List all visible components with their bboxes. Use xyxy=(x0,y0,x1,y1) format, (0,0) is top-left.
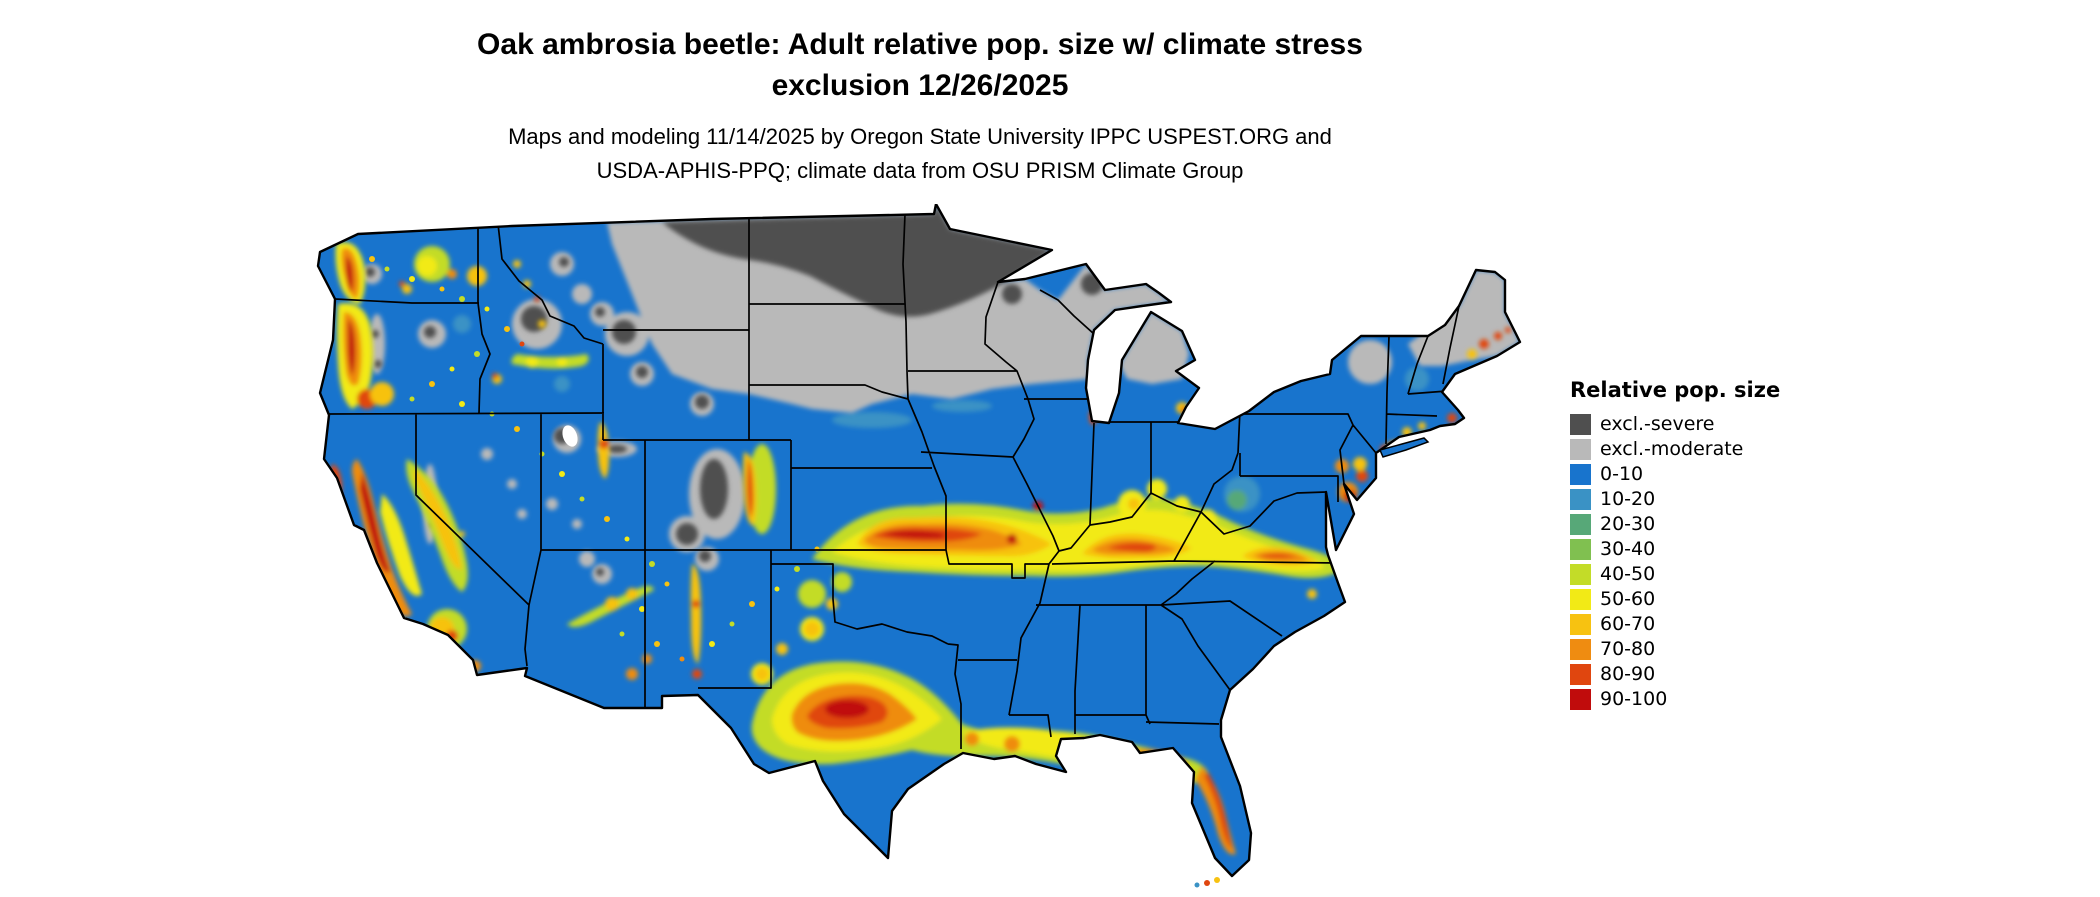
legend-item: excl.-severe xyxy=(1570,412,1820,437)
legend-label: 30-40 xyxy=(1600,538,1656,560)
legend-swatch xyxy=(1570,614,1591,635)
legend-swatch xyxy=(1570,514,1591,535)
legend-swatch xyxy=(1570,564,1591,585)
legend-swatch xyxy=(1570,664,1591,685)
legend-item: excl.-moderate xyxy=(1570,437,1820,462)
legend-label: 50-60 xyxy=(1600,588,1656,610)
map-subtitle-line1: Maps and modeling 11/14/2025 by Oregon S… xyxy=(508,124,1332,149)
florida-keys xyxy=(1194,882,1200,888)
legend-label: 10-20 xyxy=(1600,488,1656,510)
legend-title: Relative pop. size xyxy=(1570,378,1781,402)
us-map xyxy=(316,202,1522,888)
map-title-line2: exclusion 12/26/2025 xyxy=(771,69,1069,102)
legend-swatch xyxy=(1570,539,1591,560)
legend-item: 20-30 xyxy=(1570,512,1820,537)
legend-label: 70-80 xyxy=(1600,638,1656,660)
legend-swatch xyxy=(1570,464,1591,485)
us-outline xyxy=(316,202,1522,878)
legend-swatch xyxy=(1570,439,1591,460)
legend-swatch xyxy=(1570,589,1591,610)
legend-item: 50-60 xyxy=(1570,587,1820,612)
legend-swatch xyxy=(1570,689,1591,710)
florida-keys xyxy=(1214,877,1220,883)
map-title-line1: Oak ambrosia beetle: Adult relative pop.… xyxy=(477,28,1363,61)
map-transition-patches xyxy=(453,315,1429,512)
legend-item: 10-20 xyxy=(1570,487,1820,512)
legend-label: 60-70 xyxy=(1600,613,1656,635)
legend-label: excl.-moderate xyxy=(1600,438,1744,460)
map-speckles xyxy=(369,256,820,662)
long-island xyxy=(1378,437,1430,458)
legend-label: excl.-severe xyxy=(1600,413,1715,435)
florida-keys xyxy=(1204,880,1210,886)
map-title: Oak ambrosia beetle: Adult relative pop.… xyxy=(0,24,1840,106)
state-borders xyxy=(328,213,1460,749)
us-map-container xyxy=(312,202,1522,892)
map-hot-regions xyxy=(329,242,1511,855)
legend-item: 30-40 xyxy=(1570,537,1820,562)
map-subtitle: Maps and modeling 11/14/2025 by Oregon S… xyxy=(0,120,1840,188)
legend-item: 40-50 xyxy=(1570,562,1820,587)
legend-label: 80-90 xyxy=(1600,663,1656,685)
map-excl-severe-regions xyxy=(365,204,1103,576)
legend-label: 40-50 xyxy=(1600,563,1656,585)
legend-item: 80-90 xyxy=(1570,662,1820,687)
legend-swatch xyxy=(1570,414,1591,435)
legend-swatch xyxy=(1570,639,1591,660)
legend-label: 0-10 xyxy=(1600,463,1644,485)
legend-label: 90-100 xyxy=(1600,688,1668,710)
legend: Relative pop. size excl.-severe excl.-mod… xyxy=(1570,378,1820,712)
legend-item: 0-10 xyxy=(1570,462,1820,487)
legend-item: 90-100 xyxy=(1570,687,1820,712)
legend-item: 60-70 xyxy=(1570,612,1820,637)
legend-item: 70-80 xyxy=(1570,637,1820,662)
legend-swatch xyxy=(1570,489,1591,510)
great-salt-lake xyxy=(562,425,578,447)
map-subtitle-line2: USDA-APHIS-PPQ; climate data from OSU PR… xyxy=(596,158,1244,183)
legend-label: 20-30 xyxy=(1600,513,1656,535)
legend-items: excl.-severe excl.-moderate 0-10 10-20 20-30… xyxy=(1570,412,1820,712)
